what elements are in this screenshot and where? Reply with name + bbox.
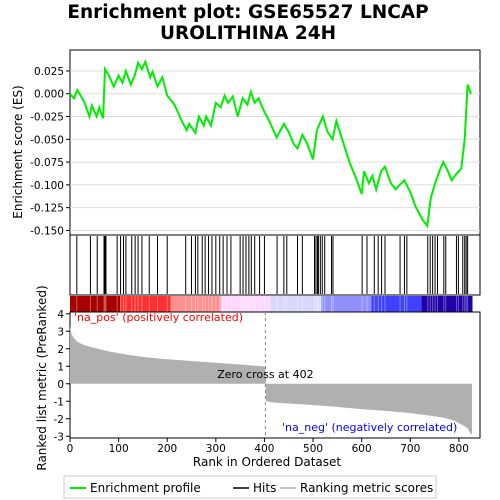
es-ytick-label: -0.025 — [30, 112, 64, 124]
negative-label: 'na_neg' (negatively correlated) — [282, 421, 457, 434]
rank-bar-segment — [321, 296, 372, 312]
es-ytick-label: 0.000 — [34, 89, 64, 101]
x-tick-label: 400 — [254, 443, 274, 455]
es-ytick-label: -0.050 — [30, 134, 64, 146]
es-ytick-label: 0.025 — [34, 66, 64, 78]
metric-yticks: 4 3 2 1 0 -1 -2 -3 — [54, 309, 70, 443]
rank-bar-segment — [70, 296, 121, 312]
hits-panel — [69, 234, 481, 296]
metric-ytick-label: -2 — [54, 414, 64, 426]
x-axis-label: Rank in Ordered Dataset — [193, 455, 341, 469]
rank-bar-segment — [170, 296, 222, 312]
rank-bar-segment — [220, 296, 272, 312]
enrichment-profile-line — [69, 59, 472, 229]
metric-ytick-label: 0 — [57, 379, 64, 391]
rank-bar-segment — [421, 296, 473, 312]
legend-box — [63, 475, 437, 499]
hit-lines — [76, 236, 469, 294]
chart-title-line1: Enrichment plot: GSE65527 LNCAP — [67, 2, 428, 23]
rank-bar-segment — [271, 296, 322, 312]
es-ytick-label: -0.100 — [30, 180, 64, 192]
es-ytick-label: -0.075 — [30, 157, 64, 169]
ranking-metric-area — [70, 326, 472, 435]
es-yticks: 0.025 0.000 -0.025 -0.050 -0.075 -0.100 -0.125… — [30, 66, 70, 237]
zero-cross-label: Zero cross at 402 — [217, 368, 313, 381]
legend-label-enrichment: Enrichment profile — [90, 481, 201, 495]
es-panel-frame — [69, 49, 481, 236]
es-ytick-label: -0.150 — [30, 225, 64, 237]
metric-ytick-label: 2 — [57, 344, 64, 356]
x-tick-label: 600 — [352, 443, 372, 455]
rank-bar-segment — [371, 296, 423, 312]
x-tick-label: 0 — [67, 443, 74, 455]
x-tick-label: 200 — [157, 443, 177, 455]
x-tick-label: 500 — [303, 443, 323, 455]
x-tick-label: 300 — [206, 443, 226, 455]
metric-ytick-label: -1 — [54, 396, 64, 408]
es-ylabel: Enrichment score (ES) — [11, 85, 25, 218]
metric-ytick-label: 4 — [57, 309, 64, 321]
x-tick-label: 700 — [400, 443, 420, 455]
x-tick-label: 800 — [449, 443, 469, 455]
legend-label-metric: Ranking metric scores — [300, 481, 433, 495]
metric-ytick-label: -3 — [54, 431, 64, 443]
x-ticks: 0 100 200 300 400 500 600 700 800 — [67, 438, 469, 455]
x-tick-label: 100 — [109, 443, 129, 455]
metric-ytick-label: 1 — [57, 361, 64, 373]
positive-label: 'na_pos' (positively correlated) — [74, 311, 243, 324]
legend: Enrichment profile Hits Ranking metric s… — [63, 475, 437, 499]
rank-bar-segment — [120, 296, 171, 312]
legend-label-hits: Hits — [253, 481, 276, 495]
metric-panel: 4 3 2 1 0 -1 -2 -3 Zero cross at 402 — [54, 309, 481, 443]
metric-ylabel: Ranked list metric (PreRanked) — [35, 285, 49, 470]
chart-title-line2: UROLITHINA 24H — [160, 23, 336, 44]
es-panel: 0.025 0.000 -0.025 -0.050 -0.075 -0.100 -0.125… — [30, 49, 481, 237]
es-ytick-label: -0.125 — [30, 203, 64, 215]
rank-color-bar — [70, 296, 473, 312]
metric-ytick-label: 3 — [57, 326, 64, 338]
es-grid — [70, 70, 480, 231]
